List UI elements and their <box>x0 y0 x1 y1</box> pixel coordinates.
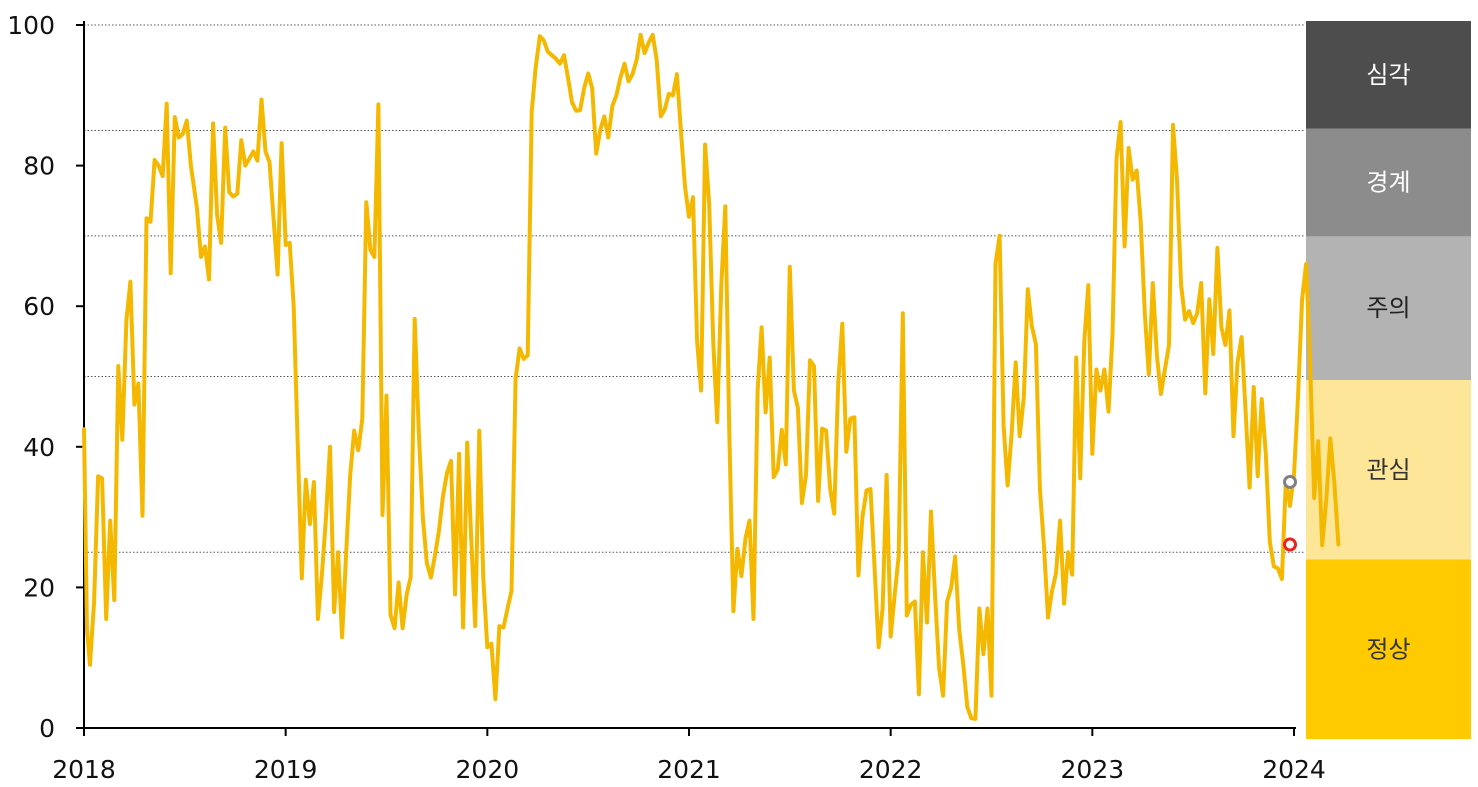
band-label: 정상 <box>1366 635 1410 663</box>
band-4 <box>1306 21 1471 129</box>
axes: 0 20 40 60 80 100 2018 2019 2020 2021 2022 2023 2024 <box>7 11 1326 784</box>
x-tick-label: 2024 <box>1262 755 1326 784</box>
marker-red <box>1283 537 1297 552</box>
x-tick-label: 2022 <box>859 755 923 784</box>
band-label: 관심 <box>1366 456 1410 484</box>
series-line <box>82 32 1341 721</box>
end-markers <box>1283 474 1297 552</box>
y-tick-label: 40 <box>23 433 55 462</box>
band-0 <box>1306 559 1471 739</box>
x-tick-label: 2019 <box>254 755 318 784</box>
y-tick-label: 60 <box>23 292 55 321</box>
y-tick-label: 20 <box>23 573 55 602</box>
band-2 <box>1306 236 1471 380</box>
y-tick-label: 0 <box>39 714 55 743</box>
band-label: 주의 <box>1366 294 1410 322</box>
band-3 <box>1306 128 1471 237</box>
y-tick-label: 80 <box>23 152 55 181</box>
x-tick-label: 2020 <box>456 755 520 784</box>
marker-gray <box>1283 474 1297 489</box>
x-tick-label: 2021 <box>657 755 721 784</box>
y-tick-label: 100 <box>7 11 55 40</box>
series-area <box>82 32 1341 721</box>
risk-level-bands: 정상 관심 주의 경계 심각 <box>1306 21 1471 739</box>
x-tick-label: 2023 <box>1061 755 1125 784</box>
band-label: 경계 <box>1366 169 1410 197</box>
band-label: 심각 <box>1366 61 1410 89</box>
x-tick-label: 2018 <box>52 755 116 784</box>
